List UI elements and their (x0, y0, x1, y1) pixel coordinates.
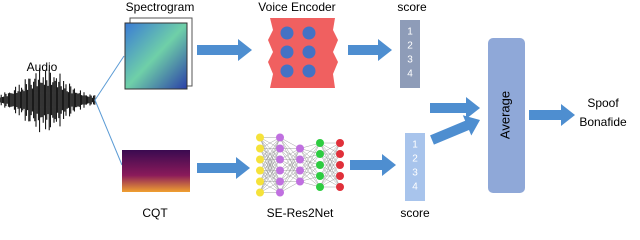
edge (279, 148, 301, 171)
edge (259, 137, 281, 160)
score-item: 2 (412, 154, 418, 165)
edge (259, 137, 281, 182)
net-node (276, 155, 284, 164)
net-node (256, 133, 264, 142)
net-node (336, 150, 344, 158)
edge (279, 148, 301, 193)
encoder-node (302, 64, 316, 78)
output-label: Bonafide (579, 115, 627, 129)
net-node (256, 144, 264, 153)
output-label: Spoof (587, 96, 619, 110)
net-node (296, 177, 304, 186)
net-node (296, 155, 304, 164)
encoder-node (302, 45, 316, 59)
block-arrow (197, 157, 250, 179)
block-arrow (197, 39, 252, 61)
score-box (400, 20, 420, 88)
net-node (276, 177, 284, 186)
edge (279, 170, 301, 193)
net-node (336, 161, 344, 169)
edge (259, 159, 281, 193)
cqt-label: CQT (142, 206, 168, 220)
score-item: 3 (412, 168, 418, 179)
block-arrow (430, 97, 480, 119)
edge (299, 164, 321, 182)
score-item: 3 (407, 55, 413, 66)
spectrogram-image (124, 22, 188, 90)
edge (259, 170, 281, 193)
block-arrow (350, 154, 396, 176)
net-node (276, 166, 284, 175)
net-node (256, 188, 264, 197)
waveform-path (0, 67, 96, 133)
edge (259, 148, 281, 193)
net-node (296, 144, 304, 153)
edge (319, 164, 341, 188)
diagram: Audio Spectrogram CQT Voice Encoder SE-R… (0, 0, 627, 220)
score-box (405, 133, 425, 201)
se-res2net-label: SE-Res2Net (267, 206, 334, 220)
se-res2net-graph (256, 133, 344, 197)
edge (319, 153, 341, 188)
score-item: 4 (407, 69, 413, 80)
score-item: 4 (412, 182, 418, 193)
connector (94, 99, 123, 166)
edge (279, 159, 301, 193)
net-node (256, 177, 264, 186)
score-item: 1 (407, 27, 413, 38)
edge (299, 153, 321, 182)
edge (299, 142, 321, 182)
waveform (0, 67, 96, 133)
net-node (256, 155, 264, 164)
encoder-node (280, 26, 294, 40)
net-node (256, 166, 264, 175)
edge (279, 148, 301, 182)
edge (299, 142, 321, 171)
encoder-node (280, 64, 294, 78)
cqt-image (122, 150, 190, 192)
connector (94, 55, 125, 101)
voice-encoder-label: Voice Encoder (258, 0, 335, 14)
encoder-node (280, 45, 294, 59)
score-item: 2 (407, 41, 413, 52)
net-node (316, 172, 324, 180)
net-node (276, 144, 284, 153)
edge (259, 137, 281, 171)
net-node (316, 150, 324, 158)
net-node (336, 172, 344, 180)
edge (299, 142, 321, 160)
net-node (316, 139, 324, 147)
edge (319, 142, 341, 166)
net-node (336, 139, 344, 147)
edge (319, 142, 341, 177)
spectrogram-label: Spectrogram (126, 0, 195, 14)
edge (319, 142, 341, 188)
block-arrow (529, 104, 575, 126)
score-label: score (397, 0, 427, 14)
net-node (276, 133, 284, 142)
block-arrow (430, 115, 480, 145)
average-box (488, 38, 525, 193)
score-label: score (400, 206, 430, 220)
net-node (276, 188, 284, 197)
net-node (316, 183, 324, 191)
arrows (197, 39, 575, 179)
voice-encoder-nodes (280, 26, 316, 78)
encoder-node (302, 26, 316, 40)
net-node (296, 166, 304, 175)
net-node (336, 183, 344, 191)
net-node (316, 161, 324, 169)
average-label: Average (497, 91, 512, 139)
score-item: 1 (412, 140, 418, 151)
audio-label: Audio (27, 60, 58, 74)
block-arrow (348, 39, 392, 61)
